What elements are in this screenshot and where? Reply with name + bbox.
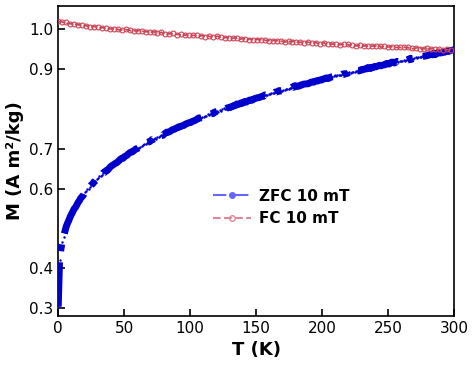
X-axis label: T (K): T (K) xyxy=(232,341,281,360)
Legend: ZFC 10 mT, FC 10 mT: ZFC 10 mT, FC 10 mT xyxy=(208,184,354,231)
Y-axis label: M (A m²/kg): M (A m²/kg) xyxy=(6,101,24,220)
